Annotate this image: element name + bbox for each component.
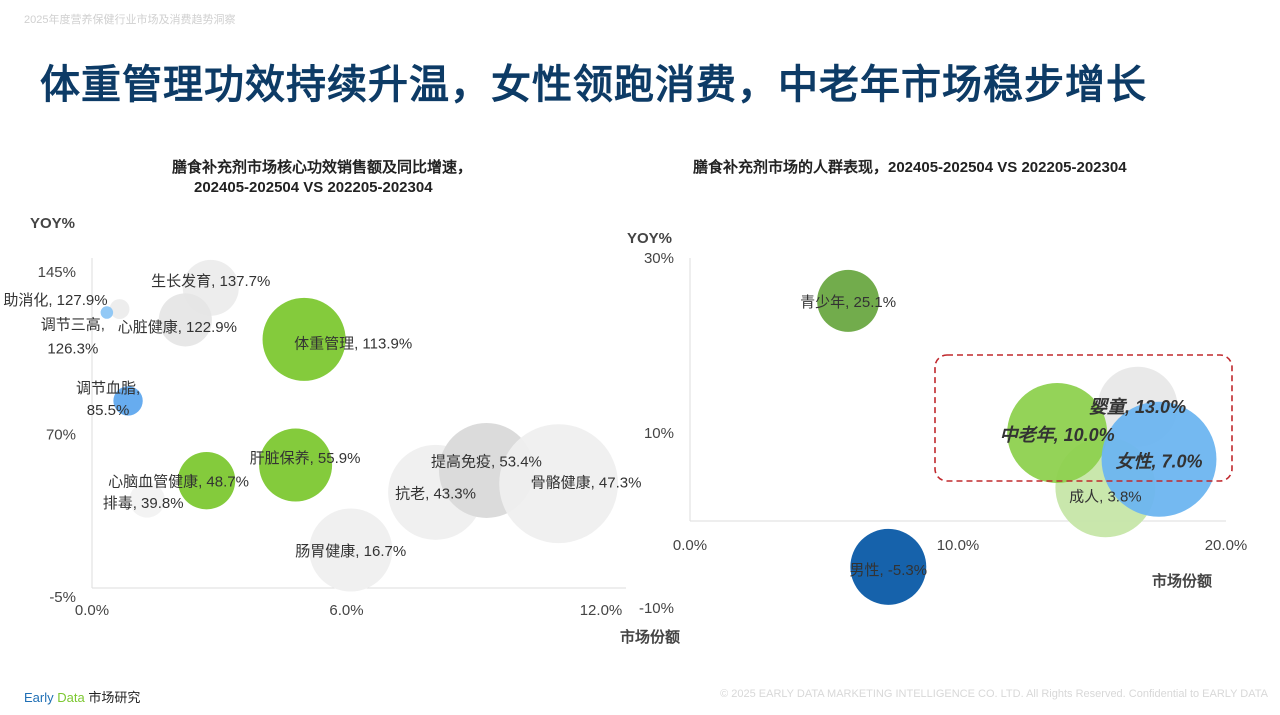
- y-tick-label: 30%: [644, 250, 674, 267]
- bubble: [177, 451, 236, 510]
- bubble-label: 中老年, 10.0%: [1000, 425, 1115, 445]
- x-axis-title: 市场份额: [620, 628, 680, 646]
- copyright: © 2025 EARLY DATA MARKETING INTELLIGENCE…: [720, 688, 1268, 700]
- bubble-label: 成人, 3.8%: [1069, 488, 1142, 505]
- x-tick-label: 6.0%: [329, 602, 363, 619]
- left-chart-title-line1: 膳食补充剂市场核心功效销售额及同比增速，: [172, 159, 473, 176]
- left-chart-title-line2: 202405-202504 VS 202205-202304: [194, 179, 433, 196]
- page-title: 体重管理功效持续升温，女性领跑消费，中老年市场稳步增长: [40, 63, 1147, 107]
- brand-early: Early: [24, 690, 54, 705]
- bubble-label: 男性, -5.3%: [850, 562, 928, 579]
- bubble-label: 心脏健康, 122.9%: [118, 319, 237, 336]
- deck-subtitle: 2025年度营养保健行业市场及消费趋势洞察: [24, 14, 236, 26]
- y-tick-label: 10%: [644, 425, 674, 442]
- right-chart-title: 膳食补充剂市场的人群表现，202405-202504 VS 202205-202…: [693, 159, 1127, 176]
- bubble-label: 调节三高, 126.3%: [41, 317, 105, 358]
- x-axis-title: 市场份额: [1152, 572, 1212, 590]
- bubble-label: 女性, 7.0%: [1115, 451, 1202, 471]
- x-tick-label: 12.0%: [580, 602, 623, 619]
- bubble: [109, 299, 130, 319]
- bubble-label: 生长发育, 137.7%: [151, 273, 270, 290]
- y-axis-title: YOY%: [627, 230, 672, 247]
- bubble-label: 肠胃健康, 16.7%: [295, 543, 406, 560]
- bubble: [817, 269, 880, 332]
- bubble: [113, 386, 143, 416]
- highlight-box: [934, 354, 1233, 482]
- x-tick-label: 20.0%: [1205, 537, 1248, 554]
- bubble: [1007, 383, 1108, 483]
- bubble: [1101, 401, 1217, 517]
- x-tick-label: 0.0%: [75, 602, 109, 619]
- y-axis-title: YOY%: [30, 215, 75, 232]
- bubble-label: 骨骼健康, 47.3%: [531, 475, 642, 492]
- bubble: [850, 528, 927, 605]
- bubble-label: 心脑血管健康, 48.7%: [108, 474, 249, 491]
- bubble-label: 体重管理, 113.9%: [294, 335, 412, 352]
- bubble: [499, 424, 618, 544]
- bubble-label: 婴童, 13.0%: [1089, 397, 1186, 417]
- bubble-label: 调节血脂, 85.5%: [76, 380, 140, 419]
- bubble-label: 抗老, 43.3%: [395, 485, 476, 502]
- x-tick-label: 10.0%: [937, 537, 980, 554]
- brand-data: Data: [57, 690, 85, 705]
- bubble: [259, 428, 333, 502]
- bubble: [309, 508, 393, 592]
- bubble: [262, 297, 346, 381]
- bubble: [100, 306, 114, 319]
- y-tick-label: 145%: [38, 264, 76, 281]
- brand-cn: 市场研究: [88, 690, 141, 705]
- bubble-label: 助消化, 127.9%: [3, 292, 107, 309]
- y-tick-label: 70%: [46, 427, 76, 444]
- bubble-label: 肝脏保养, 55.9%: [250, 450, 361, 467]
- brand-logo: Early Data 市场研究: [24, 687, 140, 706]
- bubble: [158, 293, 212, 347]
- bubble-label: 提高免疫, 53.4%: [431, 453, 542, 470]
- bubble-label: 排毒, 39.8%: [103, 495, 184, 512]
- y-tick-label: -5%: [49, 589, 76, 606]
- x-tick-label: 0.0%: [673, 537, 707, 554]
- bubble-label: 青少年, 25.1%: [800, 294, 896, 311]
- y-tick-label: -10%: [639, 600, 674, 617]
- left-chart-title: 膳食补充剂市场核心功效销售额及同比增速， 202405-202504 VS 20…: [172, 158, 472, 198]
- bubble: [129, 482, 165, 518]
